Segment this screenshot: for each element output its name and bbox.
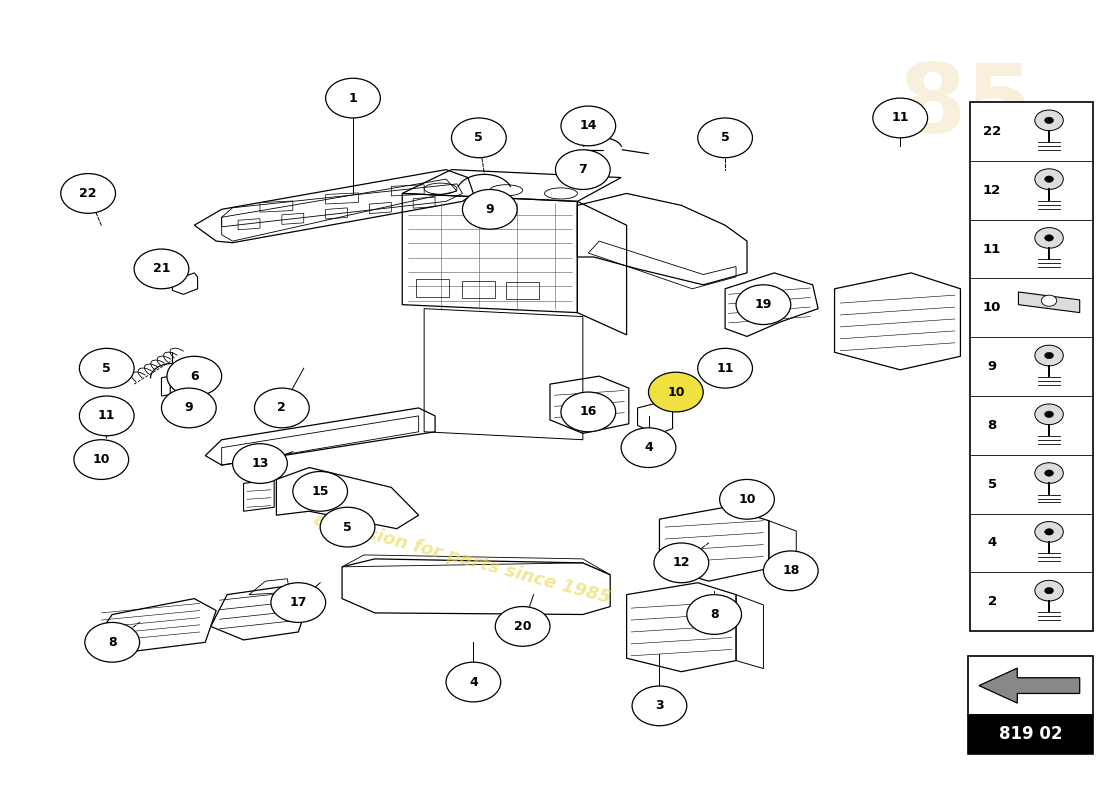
Circle shape xyxy=(326,78,381,118)
Text: 20: 20 xyxy=(514,620,531,633)
Circle shape xyxy=(697,118,752,158)
Text: 10: 10 xyxy=(738,493,756,506)
FancyBboxPatch shape xyxy=(968,656,1092,715)
Text: 2: 2 xyxy=(277,402,286,414)
Circle shape xyxy=(293,471,348,511)
Circle shape xyxy=(1045,176,1054,182)
Text: 5: 5 xyxy=(102,362,111,374)
Circle shape xyxy=(697,348,752,388)
Text: a passion for parts since 1985: a passion for parts since 1985 xyxy=(312,510,613,607)
Text: 14: 14 xyxy=(580,119,597,133)
Text: 85: 85 xyxy=(899,59,1034,153)
Text: 4: 4 xyxy=(988,537,997,550)
Circle shape xyxy=(1035,228,1064,248)
Circle shape xyxy=(686,594,741,634)
Circle shape xyxy=(85,622,140,662)
Circle shape xyxy=(1035,345,1064,366)
Circle shape xyxy=(719,479,774,519)
Circle shape xyxy=(632,686,686,726)
Circle shape xyxy=(495,606,550,646)
Text: 16: 16 xyxy=(580,406,597,418)
Circle shape xyxy=(462,190,517,229)
Text: 13: 13 xyxy=(251,457,268,470)
Text: 22: 22 xyxy=(983,125,1001,138)
Circle shape xyxy=(1045,411,1054,418)
Circle shape xyxy=(1035,462,1064,483)
Text: 4: 4 xyxy=(469,675,477,689)
Text: 21: 21 xyxy=(153,262,170,275)
Text: 11: 11 xyxy=(98,410,116,422)
Circle shape xyxy=(1045,587,1054,594)
Text: 8: 8 xyxy=(710,608,718,621)
Circle shape xyxy=(451,118,506,158)
Text: 10: 10 xyxy=(92,453,110,466)
Text: 3: 3 xyxy=(656,699,663,712)
Text: 9: 9 xyxy=(988,360,997,373)
Polygon shape xyxy=(1019,292,1080,313)
Circle shape xyxy=(873,98,927,138)
Text: 11: 11 xyxy=(983,242,1001,255)
Text: 5: 5 xyxy=(474,131,483,144)
Circle shape xyxy=(1035,580,1064,601)
Text: 12: 12 xyxy=(672,556,690,570)
Circle shape xyxy=(134,249,189,289)
Text: 9: 9 xyxy=(485,203,494,216)
Circle shape xyxy=(556,150,610,190)
Text: 2: 2 xyxy=(988,595,997,608)
Circle shape xyxy=(1035,169,1064,190)
Circle shape xyxy=(162,388,217,428)
Circle shape xyxy=(736,285,791,325)
Circle shape xyxy=(167,356,222,396)
Circle shape xyxy=(1042,295,1057,306)
Text: 11: 11 xyxy=(716,362,734,374)
Text: 10: 10 xyxy=(667,386,684,398)
Text: 15: 15 xyxy=(311,485,329,498)
Circle shape xyxy=(621,428,675,467)
Circle shape xyxy=(561,106,616,146)
FancyBboxPatch shape xyxy=(968,715,1092,754)
Text: 5: 5 xyxy=(988,478,997,490)
Circle shape xyxy=(232,444,287,483)
Text: 1: 1 xyxy=(349,92,358,105)
Circle shape xyxy=(1035,110,1064,130)
Circle shape xyxy=(1035,522,1064,542)
Text: 5: 5 xyxy=(343,521,352,534)
Circle shape xyxy=(1045,352,1054,358)
Circle shape xyxy=(79,348,134,388)
Text: 5: 5 xyxy=(720,131,729,144)
Circle shape xyxy=(60,174,116,214)
Circle shape xyxy=(79,396,134,436)
Circle shape xyxy=(1045,529,1054,535)
Circle shape xyxy=(446,662,501,702)
Text: 12: 12 xyxy=(983,184,1001,197)
Circle shape xyxy=(1045,234,1054,241)
Circle shape xyxy=(254,388,309,428)
Text: 10: 10 xyxy=(983,302,1001,314)
Text: 8: 8 xyxy=(988,419,997,432)
Text: 11: 11 xyxy=(891,111,909,125)
Circle shape xyxy=(320,507,375,547)
Text: 19: 19 xyxy=(755,298,772,311)
Text: 6: 6 xyxy=(190,370,199,382)
Circle shape xyxy=(1045,117,1054,123)
Text: 22: 22 xyxy=(79,187,97,200)
Circle shape xyxy=(654,543,708,582)
FancyBboxPatch shape xyxy=(970,102,1092,631)
Circle shape xyxy=(561,392,616,432)
Text: 9: 9 xyxy=(185,402,194,414)
Text: 7: 7 xyxy=(579,163,587,176)
Polygon shape xyxy=(979,668,1080,703)
Circle shape xyxy=(271,582,326,622)
Text: 17: 17 xyxy=(289,596,307,609)
Circle shape xyxy=(763,551,818,590)
Text: 4: 4 xyxy=(645,441,653,454)
Circle shape xyxy=(1045,470,1054,476)
Text: 18: 18 xyxy=(782,564,800,578)
Text: 819 02: 819 02 xyxy=(999,726,1063,743)
Circle shape xyxy=(74,440,129,479)
Circle shape xyxy=(1035,404,1064,425)
Text: 8: 8 xyxy=(108,636,117,649)
Circle shape xyxy=(649,372,703,412)
